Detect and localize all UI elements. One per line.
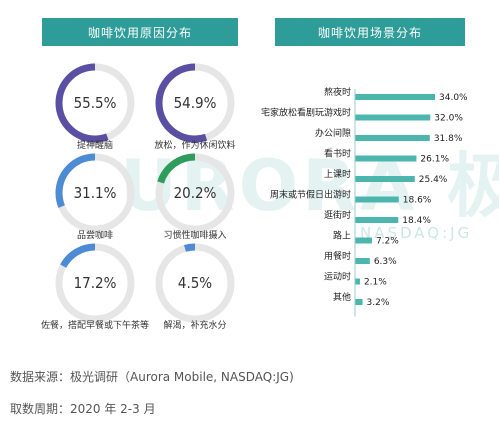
bar (355, 196, 399, 203)
bar-category-label: 用餐时 (324, 250, 351, 262)
reason-gauge: 54.9% (152, 60, 238, 146)
gauge-arc (155, 243, 235, 323)
bar-value-label: 2.1% (364, 278, 387, 288)
gauge-arc (155, 153, 235, 233)
bar-category-label: 宅家放松看剧玩游戏时 (261, 107, 351, 119)
bar (355, 237, 372, 244)
bar-value-label: 26.1% (420, 155, 449, 165)
bar (355, 176, 415, 182)
bar (355, 278, 360, 285)
bar (355, 114, 431, 121)
gauge-value: 20.2% (173, 184, 217, 202)
gauge-value: 4.5% (177, 274, 213, 292)
gauge-value: 55.5% (73, 94, 117, 112)
gauge-label: 解渴，补充水分 (163, 321, 227, 331)
scenario-bar-chart: 熬夜时 34.0% 宅家放松看剧玩游戏时 32.0% 办公间隙 31.8% 看书时 26.1%… (261, 86, 468, 317)
gauge-ring (55, 153, 135, 233)
gauge-ring (55, 243, 135, 323)
gauge-ring (55, 63, 135, 143)
bar-value-label: 32.0% (434, 114, 463, 124)
reason-gauge: 20.2% (152, 150, 238, 236)
bar (355, 299, 363, 305)
bar (355, 135, 430, 141)
bar-value-label: 34.0% (439, 93, 468, 103)
reason-gauge: 55.5% (52, 60, 138, 146)
gauge-arc (55, 153, 135, 233)
bar-category-label: 熬夜时 (324, 86, 351, 98)
gauge-value: 54.9% (173, 94, 217, 112)
bar-value-label: 7.2% (376, 237, 399, 247)
bar-category-label: 逛街时 (324, 209, 351, 221)
right-panel-title: 咖啡饮用场景分布 (275, 18, 465, 46)
gauge-arc (55, 243, 135, 323)
reason-gauge: 4.5% (152, 240, 238, 326)
gauge-label: 放松，作为休闲饮料 (154, 141, 236, 151)
bar-value-label: 31.8% (434, 134, 463, 144)
gauge-value: 17.2% (73, 274, 117, 292)
bar-value-label: 6.3% (374, 257, 397, 267)
bar-value-label: 18.6% (403, 196, 432, 206)
gauge-ring (155, 153, 235, 233)
gauge-label: 习惯性咖啡摄入 (163, 231, 227, 241)
bar-category-label: 路上 (333, 230, 351, 242)
bar (355, 155, 417, 162)
gauge-arc (155, 63, 235, 143)
reason-gauge: 17.2% (52, 240, 138, 326)
bar-category-label: 看书时 (324, 148, 351, 160)
gauge-ring (155, 63, 235, 143)
bar-value-label: 18.4% (402, 216, 431, 226)
data-period-note: 取数周期：2020 年 2-3 月 (10, 402, 156, 416)
bar-value-label: 25.4% (419, 175, 448, 185)
gauge-label: 品尝咖啡 (76, 231, 113, 241)
gauge-value: 31.1% (73, 184, 117, 202)
left-panel-title: 咖啡饮用原因分布 (42, 18, 238, 46)
bar-category-label: 上课时 (324, 168, 351, 180)
reason-gauge: 31.1% (52, 150, 138, 236)
bar (355, 217, 399, 223)
bar-category-label: 其他 (333, 291, 351, 303)
gauge-label: 提神醒脑 (76, 141, 113, 151)
gauge-arc (55, 63, 135, 143)
gauge-label: 佐餐，搭配早餐或下午茶等 (40, 321, 149, 331)
gauge-ring (155, 243, 235, 323)
bar-value-label: 3.2% (367, 298, 390, 308)
bar (355, 94, 435, 100)
data-source-note: 数据来源：极光调研（Aurora Mobile, NASDAQ:JG) (10, 370, 294, 384)
bar-category-label: 周末或节假日出游时 (270, 189, 351, 201)
bar-category-label: 运动时 (324, 271, 351, 283)
bar-category-label: 办公间隙 (315, 127, 351, 139)
bar (355, 258, 370, 264)
